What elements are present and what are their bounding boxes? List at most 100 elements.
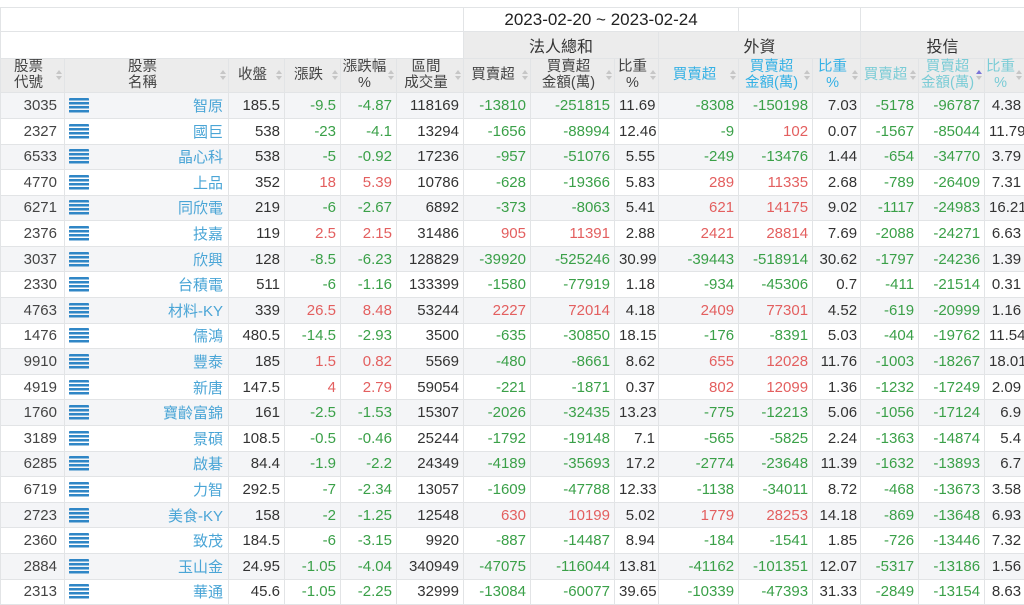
sort-arrows-icon[interactable] xyxy=(804,70,810,80)
list-icon[interactable] xyxy=(69,431,89,446)
stock-name-link[interactable]: 技嘉 xyxy=(193,223,223,244)
trust-net-buy-sell: -1117 xyxy=(861,195,919,221)
col-trust-amount[interactable]: 買賣超 金額(萬) xyxy=(919,59,985,93)
sort-arrows-icon[interactable] xyxy=(852,70,858,80)
list-icon[interactable] xyxy=(69,482,89,497)
inst-net-buy-sell: -1792 xyxy=(464,426,531,452)
stock-name-link[interactable]: 台積電 xyxy=(178,274,223,295)
stock-name-link[interactable]: 豐泰 xyxy=(193,351,223,372)
stock-name-link[interactable]: 智原 xyxy=(193,95,223,116)
inst-weight-pct: 1.18 xyxy=(615,272,659,298)
trust-net-buy-sell: -2088 xyxy=(861,221,919,247)
trust-net-amount: -13186 xyxy=(919,554,985,580)
sort-arrows-icon[interactable] xyxy=(522,70,528,80)
stock-name-link[interactable]: 國巨 xyxy=(193,121,223,142)
stock-name-link[interactable]: 新唐 xyxy=(193,377,223,398)
inst-weight-pct: 5.55 xyxy=(615,144,659,170)
stock-name-link[interactable]: 景碩 xyxy=(193,428,223,449)
inst-net-buy-sell: -13810 xyxy=(464,93,531,119)
foreign-weight-pct: 2.68 xyxy=(813,170,861,196)
list-icon[interactable] xyxy=(69,380,89,395)
col-foreign-weight[interactable]: 比重 % xyxy=(813,59,861,93)
volume: 15307 xyxy=(397,400,464,426)
list-icon[interactable] xyxy=(69,354,89,369)
trust-weight-pct: 6.93 xyxy=(985,502,1024,528)
sort-arrows-icon[interactable] xyxy=(1016,70,1022,80)
sort-arrows-icon[interactable] xyxy=(56,70,62,80)
stock-name-link[interactable]: 致茂 xyxy=(193,530,223,551)
list-icon[interactable] xyxy=(69,124,89,139)
col-inst-weight[interactable]: 比重 % xyxy=(615,59,659,93)
sort-arrows-icon[interactable] xyxy=(650,70,656,80)
stock-name-cell: 技嘉 xyxy=(65,221,229,247)
foreign-net-buy-sell: 655 xyxy=(659,349,739,375)
col-foreign-net[interactable]: 買賣超 xyxy=(659,59,739,93)
stock-name-cell: 同欣電 xyxy=(65,195,229,221)
list-icon[interactable] xyxy=(69,149,89,164)
stock-name-link[interactable]: 同欣電 xyxy=(178,197,223,218)
col-stock-code[interactable]: 股票 代號 xyxy=(1,59,65,93)
volume: 25244 xyxy=(397,426,464,452)
col-trust-net[interactable]: 買賣超 xyxy=(861,59,919,93)
list-icon[interactable] xyxy=(69,508,89,523)
price-change-pct: -6.23 xyxy=(341,246,397,272)
foreign-weight-pct: 7.69 xyxy=(813,221,861,247)
stock-name-cell: 台積電 xyxy=(65,272,229,298)
col-stock-name[interactable]: 股票 名稱 xyxy=(65,59,229,93)
list-icon[interactable] xyxy=(69,584,89,599)
col-volume[interactable]: 區間 成交量 xyxy=(397,59,464,93)
list-icon[interactable] xyxy=(69,328,89,343)
close-price: 147.5 xyxy=(229,374,285,400)
col-close-label: 收盤 xyxy=(238,67,267,83)
sort-arrows-icon[interactable] xyxy=(910,70,916,80)
stock-name-link[interactable]: 力智 xyxy=(193,479,223,500)
trust-weight-pct: 11.79 xyxy=(985,118,1024,144)
list-icon[interactable] xyxy=(69,200,89,215)
stock-name-link[interactable]: 華通 xyxy=(193,581,223,602)
list-icon[interactable] xyxy=(69,226,89,241)
sort-ascending-icon[interactable] xyxy=(976,70,982,80)
close-price: 24.95 xyxy=(229,554,285,580)
sort-arrows-icon[interactable] xyxy=(455,70,461,80)
stock-name-link[interactable]: 美食-KY xyxy=(168,505,223,526)
list-icon[interactable] xyxy=(69,252,89,267)
col-trust-weight[interactable]: 比重 % xyxy=(985,59,1024,93)
volume: 3500 xyxy=(397,323,464,349)
stock-name-cell: 寶齡富錦 xyxy=(65,400,229,426)
list-icon[interactable] xyxy=(69,456,89,471)
col-change[interactable]: 漲跌 xyxy=(285,59,341,93)
sort-arrows-icon[interactable] xyxy=(606,70,612,80)
stock-name-link[interactable]: 儒鴻 xyxy=(193,325,223,346)
list-icon[interactable] xyxy=(69,533,89,548)
inst-net-amount: -77919 xyxy=(531,272,615,298)
stock-name-link[interactable]: 啟碁 xyxy=(193,453,223,474)
stock-name-link[interactable]: 晶心科 xyxy=(178,146,223,167)
trust-net-buy-sell: -1003 xyxy=(861,349,919,375)
price-change-pct: -1.25 xyxy=(341,502,397,528)
list-icon[interactable] xyxy=(69,303,89,318)
stock-name-link[interactable]: 欣興 xyxy=(193,249,223,270)
col-trust-net-label: 買賣超 xyxy=(864,67,908,83)
sort-arrows-icon[interactable] xyxy=(388,70,394,80)
list-icon[interactable] xyxy=(69,175,89,190)
list-icon[interactable] xyxy=(69,405,89,420)
sort-arrows-icon[interactable] xyxy=(332,70,338,80)
list-icon[interactable] xyxy=(69,559,89,574)
col-foreign-amount[interactable]: 買賣超 金額(萬) xyxy=(739,59,813,93)
col-change-pct[interactable]: 漲跌幅 % xyxy=(341,59,397,93)
stock-name-link[interactable]: 玉山金 xyxy=(178,556,223,577)
trust-net-buy-sell: -1232 xyxy=(861,374,919,400)
list-icon[interactable] xyxy=(69,277,89,292)
group-foreign: 外資 xyxy=(659,32,861,59)
sort-arrows-icon[interactable] xyxy=(276,70,282,80)
stock-name-link[interactable]: 上品 xyxy=(193,172,223,193)
sort-arrows-icon[interactable] xyxy=(730,70,736,80)
inst-net-amount: -251815 xyxy=(531,93,615,119)
col-inst-amount[interactable]: 買賣超 金額(萬) xyxy=(531,59,615,93)
stock-name-link[interactable]: 寶齡富錦 xyxy=(163,402,223,423)
list-icon[interactable] xyxy=(69,98,89,113)
sort-arrows-icon[interactable] xyxy=(220,70,226,80)
col-inst-net[interactable]: 買賣超 xyxy=(464,59,531,93)
stock-name-link[interactable]: 材料-KY xyxy=(168,300,223,321)
col-close[interactable]: 收盤 xyxy=(229,59,285,93)
